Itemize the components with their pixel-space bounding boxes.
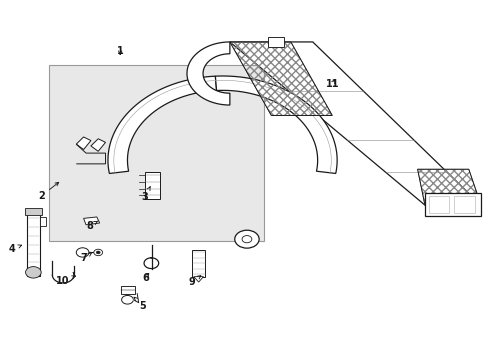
Circle shape (25, 267, 41, 278)
Polygon shape (76, 137, 91, 149)
Polygon shape (186, 42, 229, 105)
Circle shape (234, 230, 259, 248)
Polygon shape (108, 76, 216, 174)
Circle shape (94, 249, 102, 256)
Polygon shape (91, 139, 105, 151)
Bar (24, 208, 42, 215)
Polygon shape (229, 42, 480, 205)
Bar (424, 193, 480, 216)
Polygon shape (215, 76, 336, 174)
Circle shape (76, 248, 89, 257)
Polygon shape (193, 276, 203, 282)
Circle shape (242, 235, 251, 243)
Bar (267, 37, 283, 47)
Bar (144, 172, 160, 199)
Bar (191, 250, 205, 276)
Bar (40, 217, 46, 226)
Text: 3: 3 (141, 187, 150, 202)
Text: 8: 8 (86, 221, 98, 231)
Bar (26, 213, 40, 276)
Bar (121, 286, 135, 294)
Polygon shape (83, 217, 100, 225)
Text: 1: 1 (117, 46, 123, 56)
Bar (453, 196, 474, 213)
Text: 7: 7 (80, 253, 92, 263)
Text: 2: 2 (38, 183, 59, 201)
Text: 6: 6 (142, 273, 149, 283)
Text: 4: 4 (9, 244, 21, 254)
Text: 5: 5 (134, 297, 146, 311)
Text: 11: 11 (325, 79, 338, 89)
Circle shape (96, 251, 100, 254)
Bar (49, 65, 264, 241)
Text: 10: 10 (56, 276, 75, 286)
Text: 9: 9 (188, 276, 201, 287)
Bar (428, 196, 448, 213)
